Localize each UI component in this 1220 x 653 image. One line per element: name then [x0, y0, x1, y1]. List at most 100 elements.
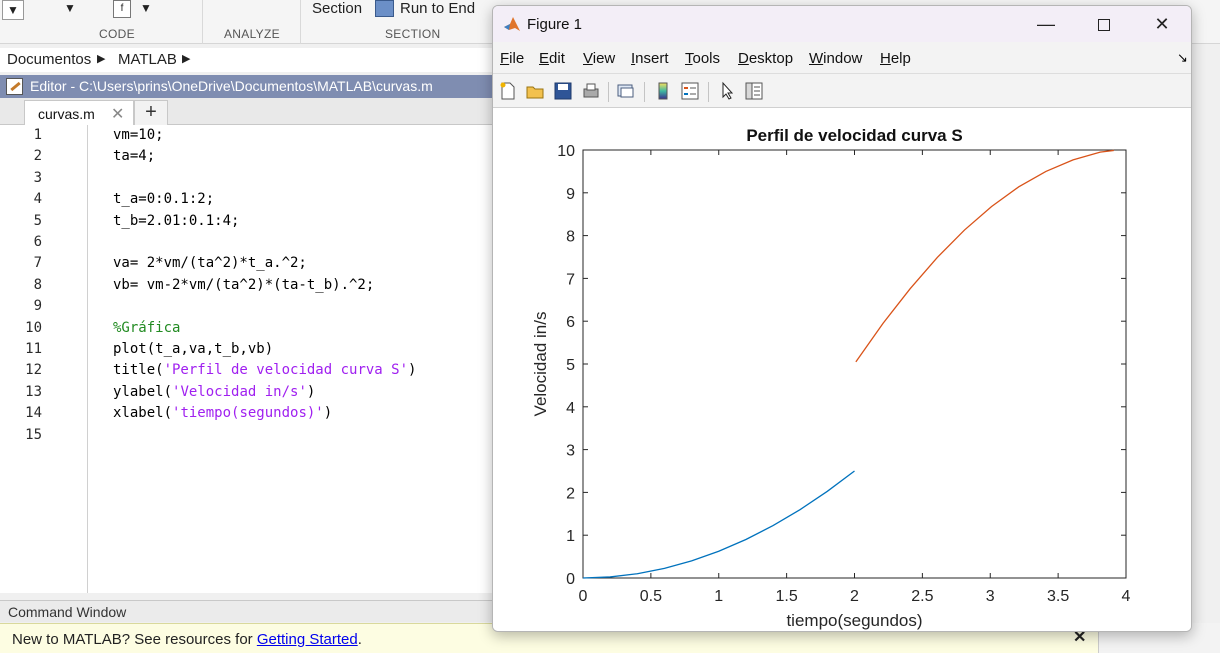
editor-title: Editor - C:\Users\prins\OneDrive\Documen… [30, 78, 433, 94]
scroll-left-icon[interactable] [4, 100, 18, 122]
add-tab-button[interactable]: + [134, 100, 168, 125]
x-tick-label: 3 [986, 588, 995, 605]
line-number: 6 [33, 234, 42, 250]
code-token: ) [323, 405, 333, 422]
code-line[interactable]: ta=4; [113, 148, 155, 164]
new-figure-icon[interactable] [498, 81, 518, 101]
code-token: t_b=2.01:0.1:4; [113, 212, 240, 229]
print-icon[interactable] [581, 81, 601, 101]
menu-accelerator: W [809, 50, 824, 67]
code-line[interactable]: t_b=2.01:0.1:4; [113, 213, 239, 229]
menu-file[interactable]: File [500, 50, 524, 67]
link-plot-icon[interactable] [616, 81, 636, 101]
group-label-code: CODE [99, 27, 135, 41]
y-tick-label: 2 [566, 485, 575, 502]
open-folder-icon[interactable] [525, 81, 545, 101]
menu-desktop[interactable]: Desktop [738, 50, 793, 67]
line-number: 1 [33, 127, 42, 143]
toolbar-divider [608, 82, 609, 102]
menu-insert[interactable]: Insert [631, 50, 669, 67]
run-to-end-icon[interactable] [375, 0, 394, 17]
pointer-icon[interactable] [717, 81, 737, 101]
banner-period: . [357, 631, 362, 648]
breadcrumb-item-documentos[interactable]: Documentos [7, 51, 92, 68]
code-line[interactable]: ylabel('Velocidad in/s') [113, 384, 315, 400]
dropdown-arrow-icon[interactable]: ▼ [140, 1, 152, 15]
menu-label: indow [823, 50, 863, 67]
menu-label: ools [692, 50, 721, 67]
plot-axes-box [582, 149, 1127, 579]
banner-text: New to MATLAB? See resources for [12, 631, 257, 648]
dropdown-arrow-icon[interactable]: ▼ [2, 0, 24, 20]
code-editor[interactable]: 1 2 3 4 5 6 7 8 9 10 11 12 13 14 15 vm=10; ta=4; t_a=0:0… [0, 125, 492, 593]
series-line-1 [582, 470, 855, 579]
series-line-2 [855, 149, 1114, 363]
chevron-right-icon: ▶ [182, 53, 191, 65]
legend-icon[interactable] [680, 81, 700, 101]
maximize-icon [1098, 19, 1110, 32]
divider [300, 0, 301, 44]
dropdown-arrow-icon[interactable]: ▼ [64, 1, 76, 15]
line-chart[interactable]: 0 0.5 1 1.5 2 2.5 3 3.5 4 0 1 2 3 4 5 6 7 8 9 10 Perfil de v… [493, 108, 1192, 632]
menu-label: dit [549, 50, 565, 67]
section-button[interactable]: Section [312, 0, 363, 17]
code-line[interactable]: vb= vm-2*vm/(ta^2)*(ta-t_b).^2; [113, 277, 374, 293]
toolbar-divider [644, 82, 645, 102]
line-number: 10 [25, 319, 42, 336]
code-line[interactable]: plot(t_a,va,t_b,vb) [113, 341, 273, 357]
x-tick-label: 4 [1122, 588, 1131, 605]
code-token: plot(t_a,va,t_b,vb) [113, 341, 274, 357]
line-number: 8 [33, 276, 42, 293]
save-icon[interactable] [553, 81, 573, 101]
run-to-end-button[interactable]: Run to End [400, 0, 476, 17]
line-number: 4 [33, 191, 42, 208]
y-tick-label: 1 [566, 528, 575, 545]
figure-canvas[interactable]: 0 0.5 1 1.5 2 2.5 3 3.5 4 0 1 2 3 4 5 6 7 8 9 10 Perfil de v… [493, 108, 1192, 632]
close-icon[interactable]: ✕ [111, 106, 125, 123]
y-tick-label: 9 [566, 186, 575, 203]
string-token: 'Velocidad in/s' [172, 383, 307, 400]
line-number: 13 [25, 383, 42, 400]
code-line[interactable]: va= 2*vm/(ta^2)*t_a.^2; [113, 255, 307, 271]
figure-titlebar: Figure 1 — ✕ [493, 6, 1191, 42]
menu-label: esktop [748, 50, 794, 67]
maximize-button[interactable] [1075, 6, 1133, 42]
line-number: 5 [33, 212, 42, 229]
code-line[interactable]: title('Perfil de velocidad curva S') [113, 362, 416, 378]
code-token: ) [306, 383, 316, 400]
group-label-section: SECTION [385, 27, 441, 41]
code-token: vb= vm-2*vm/(ta^2)*(ta-t_b).^2; [113, 276, 375, 293]
dock-arrow-icon[interactable]: ↘ [1177, 50, 1188, 65]
line-number: 14 [25, 405, 42, 422]
getting-started-link[interactable]: Getting Started [256, 631, 358, 648]
code-line[interactable]: xlabel('tiempo(segundos)') [113, 405, 332, 421]
menu-help[interactable]: Help [880, 50, 911, 67]
breadcrumb: Documentos ▶ MATLAB ▶ [0, 48, 492, 72]
chevron-right-icon: ▶ [97, 53, 106, 65]
code-line[interactable]: t_a=0:0.1:2; [113, 191, 214, 207]
minimize-button[interactable]: — [1037, 14, 1055, 34]
y-tick-label: 10 [557, 143, 575, 160]
chart-title: Perfil de velocidad curva S [746, 126, 962, 145]
y-tick-label: 7 [566, 271, 575, 288]
breadcrumb-item-matlab[interactable]: MATLAB [118, 51, 177, 68]
menu-view[interactable]: View [583, 50, 615, 67]
close-window-button[interactable]: ✕ [1154, 14, 1170, 34]
menu-window[interactable]: Window [809, 50, 862, 67]
x-tick-label: 0.5 [640, 588, 662, 605]
line-number: 7 [33, 255, 42, 272]
colorbar-icon[interactable] [653, 81, 673, 101]
tab-curvas[interactable]: curvas.m ✕ [24, 100, 134, 125]
close-icon[interactable]: ✕ [1073, 629, 1087, 646]
code-line[interactable]: %Gráfica [113, 320, 180, 336]
property-inspector-icon[interactable] [744, 81, 764, 101]
code-token: va= 2*vm/(ta^2)*t_a.^2; [113, 255, 307, 272]
code-token: ta=4; [113, 148, 156, 165]
menu-edit[interactable]: Edit [539, 50, 565, 67]
banner-message: New to MATLAB? See resources for Getting… [12, 631, 362, 648]
code-line[interactable]: vm=10; [113, 127, 164, 143]
function-icon[interactable]: f [113, 0, 131, 18]
comment-token: %Gráfica [113, 319, 181, 336]
menu-tools[interactable]: Tools [685, 50, 720, 67]
y-tick-label: 6 [566, 314, 575, 331]
